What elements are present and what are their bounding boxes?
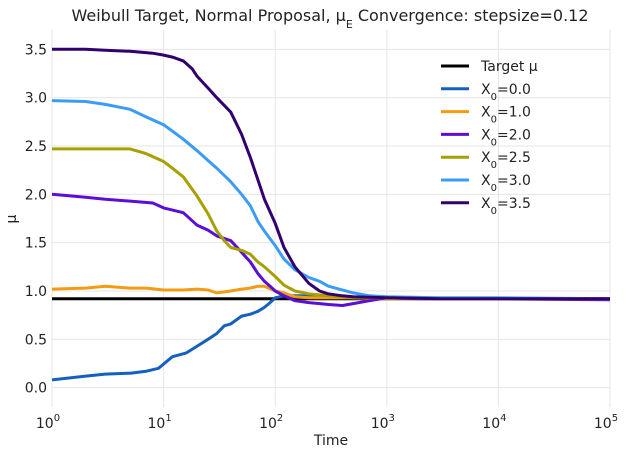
- y-axis-label: μ: [4, 214, 20, 223]
- legend-label-1: X0=0.0: [481, 82, 531, 103]
- y-tick-label: 3.0: [25, 91, 47, 107]
- x-tick-label: 104: [482, 413, 506, 432]
- y-tick-label: 0.5: [25, 332, 47, 348]
- y-tick-label: 2.0: [25, 187, 47, 203]
- series-lines: [51, 47, 611, 382]
- legend: Target μ X0=0.0X0=1.0X0=2.0X0=2.5X0=3.0X0…: [441, 59, 538, 216]
- series-line-2: [51, 192, 611, 307]
- x-tick-label: 101: [147, 413, 171, 432]
- legend-label-2: X0=1.0: [481, 105, 531, 126]
- grid: [51, 30, 611, 407]
- x-tick-label: 105: [594, 413, 618, 432]
- series-line-3: [52, 147, 610, 301]
- legend-label-4: X0=2.5: [481, 150, 531, 171]
- legend-label-0: Target μ: [480, 59, 538, 75]
- title-main: Weibull Target, Normal Proposal, μ: [71, 6, 345, 25]
- chart-title: Weibull Target, Normal Proposal, μE Conv…: [71, 6, 588, 31]
- legend-label-5: X0=3.0: [481, 173, 531, 194]
- x-tick-label: 100: [36, 413, 60, 432]
- x-axis-ticks: 100 101 102 103 104 105: [36, 413, 618, 432]
- title-rest: Convergence: stepsize=0.12: [353, 6, 589, 25]
- y-tick-label: 2.5: [25, 139, 47, 155]
- series-line-4: [51, 99, 611, 301]
- y-axis-ticks: 0.0 0.5 1.0 1.5 2.0 2.5 3.0 3.5: [25, 42, 47, 396]
- x-tick-label: 103: [371, 413, 395, 432]
- y-tick-label: 3.5: [25, 42, 47, 58]
- legend-label-3: X0=2.0: [481, 127, 531, 148]
- y-tick-label: 0.0: [25, 381, 47, 397]
- legend-label-6: X0=3.5: [481, 196, 531, 217]
- x-axis-label: Time: [313, 433, 348, 449]
- series-line-5: [52, 47, 610, 301]
- title-subscript: E: [346, 18, 353, 31]
- y-tick-label: 1.5: [25, 236, 47, 252]
- series-line-0: [51, 294, 610, 382]
- x-tick-label: 102: [259, 413, 283, 432]
- y-tick-label: 1.0: [25, 284, 47, 300]
